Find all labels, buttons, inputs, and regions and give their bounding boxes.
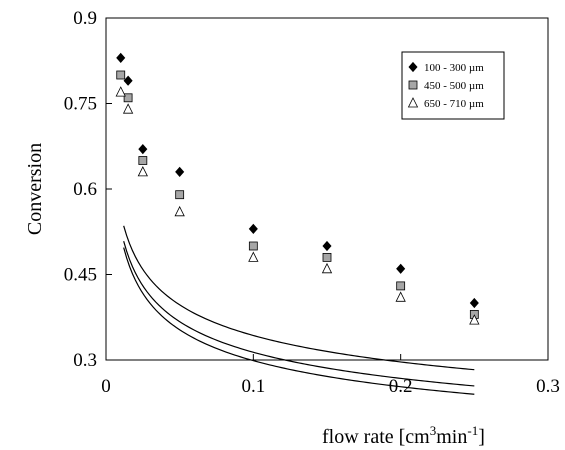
x-axis-title-superscript: 3 [430, 423, 437, 438]
data-point-series-2 [123, 93, 133, 103]
x-axis-title-part: flow rate [cm [322, 426, 430, 448]
data-point-series-1 [175, 166, 185, 178]
y-axis-title: Conversion [24, 143, 46, 235]
data-markers [115, 52, 480, 325]
legend-marker [408, 80, 418, 90]
fit-curves [123, 225, 475, 395]
data-point-series-1 [138, 143, 148, 155]
y-tick-label: 0.45 [64, 265, 97, 286]
data-point-series-2 [116, 70, 126, 80]
y-axis: 0.3 0.45 0.6 0.75 0.9 [64, 8, 112, 371]
legend-label: 650 - 710 µm [424, 98, 484, 110]
data-point-series-3 [321, 262, 333, 274]
data-point-series-1 [123, 75, 133, 86]
y-tick-label: 0.9 [73, 8, 97, 29]
data-point-series-2 [175, 190, 185, 200]
x-tick-label: 0 [101, 376, 111, 397]
data-point-series-2 [396, 281, 406, 291]
fit-curve-3 [123, 247, 475, 395]
data-point-series-3 [122, 103, 134, 114]
data-point-series-3 [115, 86, 126, 97]
data-point-series-3 [395, 291, 406, 302]
data-point-series-1 [469, 297, 479, 309]
y-tick-label: 0.3 [73, 350, 97, 371]
legend-box [401, 51, 505, 120]
legend: 100 - 300 µm 450 - 500 µm 650 - 710 µm [401, 51, 505, 120]
data-point-series-2 [322, 252, 332, 262]
data-point-series-1 [322, 240, 332, 252]
data-point-series-3 [174, 205, 185, 217]
fit-curve-2 [123, 240, 475, 387]
data-point-series-2 [248, 241, 258, 251]
legend-marker [408, 61, 418, 73]
data-point-series-3 [248, 251, 259, 262]
x-axis-title-part: ] [478, 426, 485, 448]
data-point-series-1 [396, 263, 406, 274]
data-point-series-1 [116, 52, 126, 64]
legend-label: 450 - 500 µm [424, 80, 484, 92]
data-point-series-3 [137, 166, 148, 177]
data-point-series-2 [138, 156, 148, 165]
y-tick-label: 0.6 [73, 179, 97, 200]
fit-curve-1 [123, 225, 475, 371]
data-point-series-1 [248, 223, 258, 235]
x-axis-title: flow rate [cm3min-1] [322, 423, 485, 448]
x-tick-label: 0.1 [241, 376, 265, 397]
legend-markers [407, 61, 419, 108]
data-point-series-3 [469, 314, 480, 325]
y-tick-label: 0.75 [64, 94, 97, 115]
x-axis-title-superscript: -1 [467, 423, 478, 438]
x-axis-title-part: min [436, 426, 467, 448]
legend-marker [407, 97, 419, 108]
x-tick-label: 0.3 [536, 376, 560, 397]
legend-label: 100 - 300 µm [424, 62, 484, 74]
